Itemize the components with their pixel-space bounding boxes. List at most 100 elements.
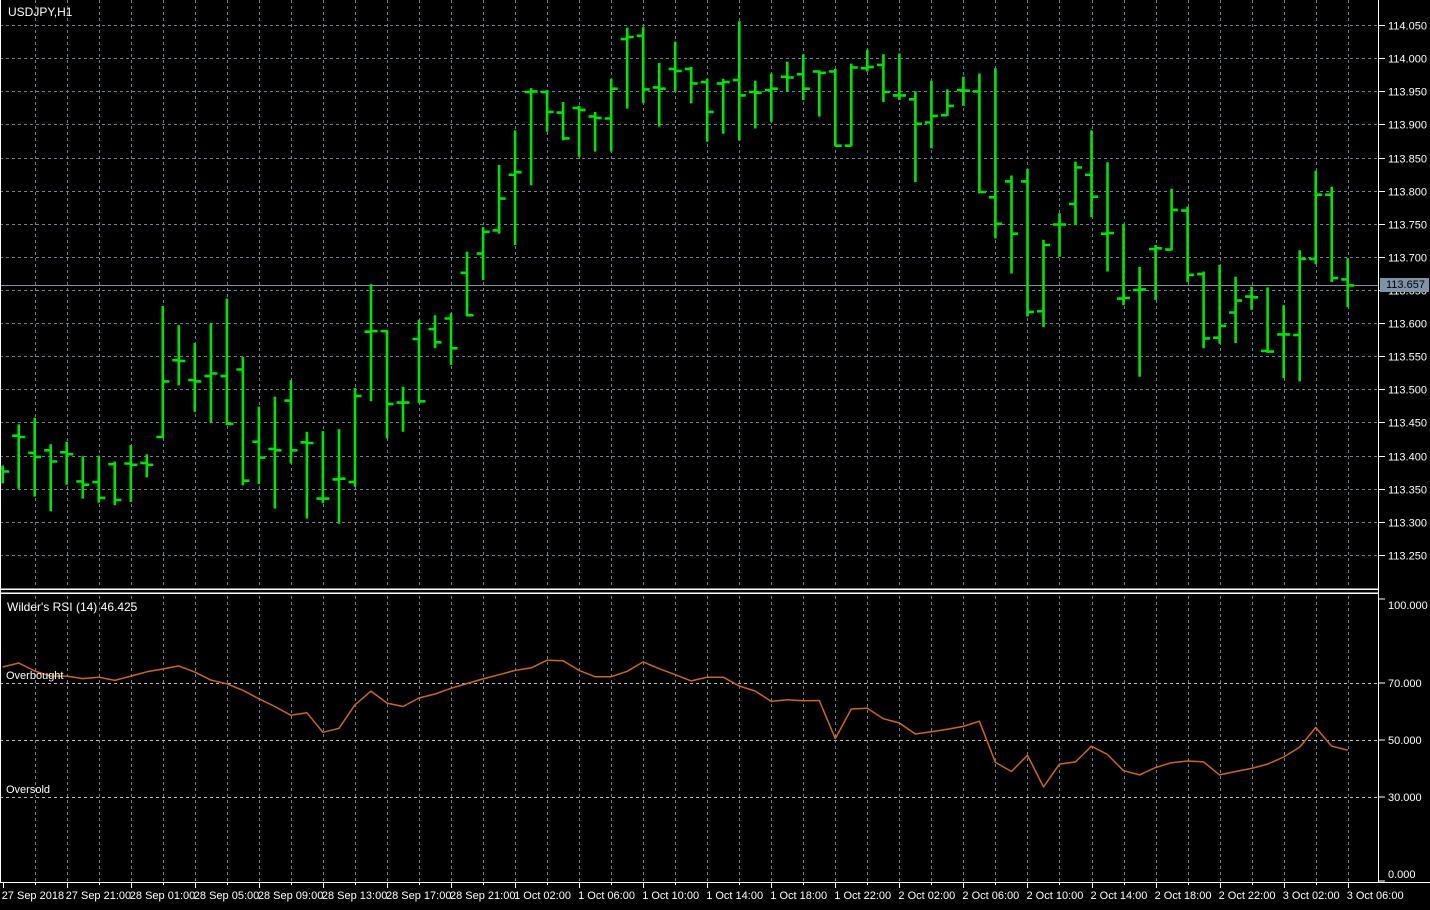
ohlc-bar — [508, 130, 522, 245]
time-gridlines — [35, 0, 1349, 882]
ohlc-bar — [1277, 305, 1291, 379]
rsi-axis-label: 70.000 — [1388, 678, 1422, 690]
ohlc-bar — [684, 66, 698, 104]
ohlc-bar — [316, 431, 330, 504]
ohlc-bar — [924, 80, 938, 149]
ohlc-bar — [652, 62, 666, 127]
rsi-axis-label: 0.000 — [1388, 869, 1416, 881]
ohlc-bar — [1325, 186, 1339, 283]
ohlc-bar — [1053, 213, 1066, 257]
current-price-badge: 113.657 — [1380, 278, 1429, 292]
ohlc-bar — [1309, 170, 1323, 265]
ohlc-bar — [668, 41, 682, 92]
time-axis-label: 1 Oct 18:00 — [770, 890, 827, 902]
ohlc-bar — [348, 388, 362, 487]
ohlc-bar — [636, 27, 650, 104]
time-axis-label: 1 Oct 02:00 — [514, 890, 571, 902]
ohlc-bar — [76, 456, 90, 499]
overbought-label: Overbought — [6, 670, 64, 682]
ohlc-bar — [0, 465, 10, 484]
time-axis-label: 1 Oct 14:00 — [706, 890, 763, 902]
ohlc-bar — [332, 429, 346, 524]
ohlc-bar — [396, 386, 410, 432]
rsi-axis: 100.000 70.000 50.000 30.000 0.000 — [1378, 598, 1428, 882]
ohlc-bar — [540, 90, 554, 132]
time-axis-label: 2 Oct 02:00 — [898, 890, 955, 902]
ohlc-bar — [524, 88, 538, 186]
rsi-axis-label: 50.000 — [1388, 735, 1422, 747]
ohlc-bar — [876, 54, 890, 102]
rsi-axis-label: 30.000 — [1388, 792, 1422, 804]
ohlc-bar — [844, 63, 858, 147]
ohlc-bar — [1197, 271, 1211, 349]
ohlc-bar — [268, 396, 282, 509]
ohlc-bar — [12, 424, 26, 489]
ohlc-bar — [748, 80, 762, 129]
panel-splitter-bottom[interactable] — [0, 592, 1378, 595]
time-axis-label: 1 Oct 10:00 — [642, 890, 699, 902]
ohlc-bar — [492, 164, 506, 234]
time-axis-label: 2 Oct 22:00 — [1219, 890, 1276, 902]
ohlc-bar — [1261, 287, 1275, 353]
ohlc-bar — [716, 78, 730, 134]
time-axis-label: 28 Sep 09:00 — [258, 890, 323, 902]
ohlc-bar — [172, 325, 186, 386]
time-axis-label: 2 Oct 10:00 — [1027, 890, 1084, 902]
price-axis-label: 113.850 — [1388, 154, 1427, 166]
time-axis-label: 28 Sep 17:00 — [386, 890, 451, 902]
ohlc-bar — [284, 380, 298, 464]
ohlc-bar — [140, 454, 154, 478]
price-axis-label: 113.600 — [1388, 319, 1427, 331]
time-axis-label: 28 Sep 21:00 — [450, 890, 515, 902]
ohlc-bar — [1085, 130, 1098, 218]
ohlc-bar — [156, 305, 170, 439]
time-axis-label: 2 Oct 14:00 — [1091, 890, 1148, 902]
ohlc-bar — [988, 68, 1002, 239]
ohlc-bar — [972, 73, 986, 194]
time-axis-label: 3 Oct 06:00 — [1347, 890, 1404, 902]
time-axis-label: 28 Sep 13:00 — [322, 890, 387, 902]
price-axis-label: 113.500 — [1388, 385, 1427, 397]
price-axis-label: 113.400 — [1388, 452, 1427, 464]
ohlc-bar — [1069, 161, 1082, 226]
ohlc-bar — [572, 105, 586, 157]
ohlc-bar — [444, 313, 458, 365]
ohlc-bar — [764, 73, 778, 122]
ohlc-bar — [732, 21, 746, 141]
price-axis: 114.050 114.000 113.950 113.900 113.850 113.8… — [1378, 21, 1427, 563]
panel-borders — [0, 0, 1430, 883]
oversold-label: Oversold — [6, 784, 51, 796]
ohlc-bar — [460, 251, 474, 317]
price-axis-label: 113.300 — [1388, 518, 1427, 530]
time-axis-label: 1 Oct 22:00 — [834, 890, 891, 902]
ohlc-bar — [364, 284, 378, 402]
price-axis-label: 113.950 — [1388, 87, 1427, 99]
ohlc-bars — [0, 21, 1355, 524]
ohlc-bar — [1181, 206, 1195, 283]
ohlc-bar — [700, 78, 714, 142]
ohlc-bar — [604, 78, 618, 152]
ohlc-bar — [828, 68, 842, 147]
ohlc-bar — [1101, 162, 1114, 272]
ohlc-bar — [204, 323, 218, 423]
panel-splitter-top[interactable] — [0, 588, 1378, 591]
price-axis-label: 114.050 — [1388, 21, 1427, 33]
indicator-title: Wilder's RSI (14) 46.425 — [7, 600, 138, 614]
rsi-line — [2, 659, 1348, 788]
time-axis-label: 2 Oct 18:00 — [1155, 890, 1212, 902]
symbol-label: USDJPY,H1 — [8, 5, 73, 19]
ohlc-bar — [1021, 168, 1034, 317]
ohlc-bar — [108, 461, 122, 506]
ohlc-bar — [412, 319, 426, 404]
time-axis-label: 27 Sep 21:00 — [66, 890, 131, 902]
ohlc-bar — [908, 91, 922, 183]
rsi-axis-label: 100.000 — [1388, 600, 1428, 612]
ohlc-bar — [44, 444, 58, 512]
ohlc-bar — [812, 70, 826, 117]
price-axis-label: 114.000 — [1388, 54, 1427, 66]
price-axis-label: 113.700 — [1388, 253, 1427, 265]
time-axis-label: 28 Sep 05:00 — [194, 890, 259, 902]
price-axis-label: 113.800 — [1388, 187, 1427, 199]
ohlc-bar — [588, 111, 602, 152]
